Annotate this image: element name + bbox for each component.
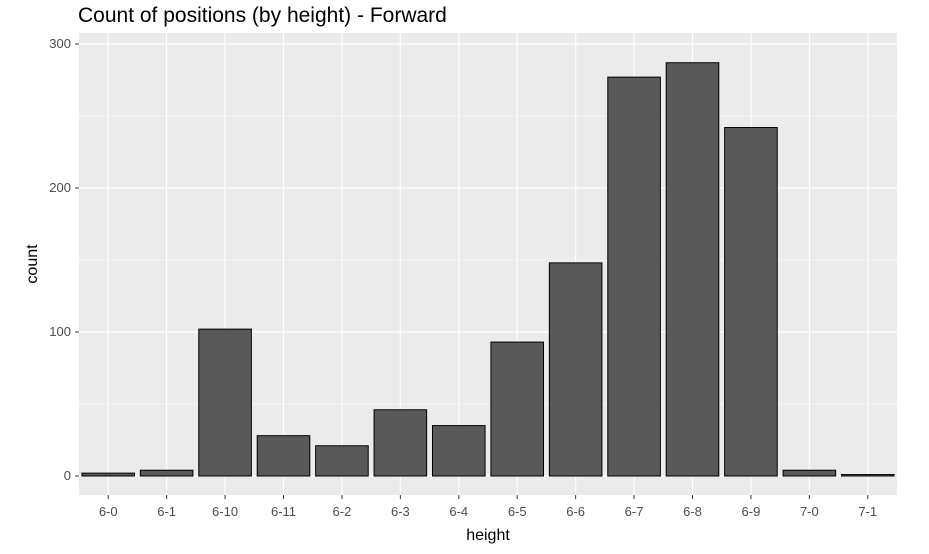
bar-6-6 xyxy=(548,262,603,477)
bar-6-5 xyxy=(490,341,545,477)
x-tick-label: 6-1 xyxy=(157,504,176,519)
bar-6-9 xyxy=(724,127,778,477)
bar-6-11 xyxy=(256,435,311,477)
y-axis-title: count xyxy=(24,244,41,284)
chart-title: Count of positions (by height) - Forward xyxy=(78,4,447,27)
x-tick-label: 6-10 xyxy=(212,504,238,519)
x-tick-label: 7-0 xyxy=(800,504,819,519)
bar-7-1 xyxy=(840,474,895,477)
x-tick-label: 6-11 xyxy=(271,504,296,519)
x-tick-label: 6-2 xyxy=(333,504,352,519)
x-tick-label: 6-3 xyxy=(391,504,410,519)
bar-6-1 xyxy=(139,469,194,477)
bars xyxy=(81,62,895,477)
x-tick-label: 6-4 xyxy=(449,504,468,519)
bar-6-7 xyxy=(607,76,661,477)
y-axis: 0 100 200 300 xyxy=(49,36,79,483)
bar-6-10 xyxy=(198,328,252,477)
bar-6-4 xyxy=(431,425,486,477)
x-tick-label: 6-5 xyxy=(508,504,527,519)
x-tick-label: 6-7 xyxy=(625,504,644,519)
bar-7-0 xyxy=(782,469,837,477)
y-tick-label: 0 xyxy=(64,468,71,483)
bar-6-2 xyxy=(315,445,369,477)
x-tick-label: 6-0 xyxy=(99,504,118,519)
y-tick-label: 100 xyxy=(49,324,71,339)
x-tick-label: 6-8 xyxy=(683,504,702,519)
x-axis-title: height xyxy=(466,527,510,544)
bar-6-0 xyxy=(81,472,136,477)
y-tick-label: 200 xyxy=(49,180,71,195)
y-tick-label: 300 xyxy=(49,36,71,51)
bar-6-8 xyxy=(665,62,720,477)
x-axis: 6-0 6-1 6-10 6-11 6-2 6-3 6-4 6-5 6-6 6-7 6-8 6-9 7-… xyxy=(99,495,877,519)
x-tick-label: 6-6 xyxy=(566,504,585,519)
x-tick-label: 7-1 xyxy=(858,504,877,519)
bar-6-3 xyxy=(373,409,428,477)
x-tick-label: 6-9 xyxy=(742,504,761,519)
